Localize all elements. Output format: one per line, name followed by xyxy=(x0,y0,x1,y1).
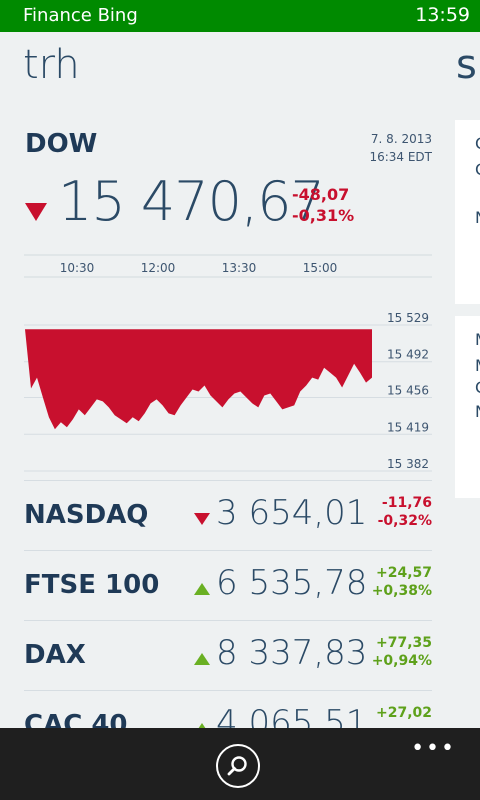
index-value: 8 337,83 xyxy=(216,633,368,673)
y-tick-label: 15 529 xyxy=(387,311,429,325)
dow-change-abs: -48,07 xyxy=(292,185,350,204)
pivot-title[interactable]: trh xyxy=(23,42,80,88)
dow-date: 7. 8. 2013 xyxy=(370,132,432,146)
price-area xyxy=(25,329,372,430)
dow-change: -48,07 -0,31% xyxy=(292,184,354,226)
index-change: -11,76 -0,32% xyxy=(378,494,432,530)
index-row-nasdaq[interactable]: NASDAQ 3 654,01 -11,76 -0,32% xyxy=(24,480,432,551)
search-icon xyxy=(227,756,247,776)
index-name: FTSE 100 xyxy=(24,570,160,600)
app-bar: ••• xyxy=(0,728,480,800)
index-row-dax[interactable]: DAX 8 337,83 +77,35 +0,94% xyxy=(24,620,432,691)
side-card-peek[interactable]: M M C N xyxy=(455,316,480,498)
index-change-pct: +0,94% xyxy=(371,653,432,669)
dow-time: 16:34 EDT xyxy=(369,150,432,164)
x-tick-label: 12:00 xyxy=(141,261,176,275)
index-name: DAX xyxy=(24,640,86,670)
index-change-abs: +24,57 xyxy=(375,565,432,581)
status-bar: Finance Bing 13:59 xyxy=(0,0,480,32)
index-change: +27,02 xyxy=(376,704,432,722)
dow-name[interactable]: DOW xyxy=(25,129,98,159)
index-value: 3 654,01 xyxy=(216,493,368,533)
side-card-text: M xyxy=(475,356,480,375)
side-card-text: C xyxy=(475,160,480,179)
down-arrow-icon xyxy=(194,513,210,525)
y-tick-label: 15 419 xyxy=(387,420,429,434)
side-card-text: N xyxy=(475,402,480,421)
index-change-abs: +27,02 xyxy=(375,705,432,721)
dow-timestamp: 7. 8. 2013 16:34 EDT xyxy=(369,130,432,166)
index-change-abs: -11,76 xyxy=(381,495,432,511)
y-tick-label: 15 382 xyxy=(387,457,429,471)
up-arrow-icon xyxy=(194,583,210,595)
dow-change-pct: -0,31% xyxy=(292,206,355,225)
x-tick-label: 15:00 xyxy=(303,261,338,275)
x-tick-label: 13:30 xyxy=(222,261,257,275)
search-button[interactable] xyxy=(216,744,260,788)
y-tick-label: 15 492 xyxy=(387,348,429,362)
side-card-text: C xyxy=(475,378,480,397)
side-card-text: N xyxy=(475,208,480,227)
dow-value: 15 470,67 xyxy=(58,170,325,233)
y-tick-label: 15 456 xyxy=(387,384,429,398)
status-app-name: Finance Bing xyxy=(23,5,138,26)
down-arrow-icon xyxy=(25,203,47,221)
side-card-text: C xyxy=(475,134,480,153)
pivot-next-title[interactable]: sl xyxy=(456,42,480,88)
up-arrow-icon xyxy=(194,653,210,665)
more-options-button[interactable]: ••• xyxy=(411,736,456,761)
side-card-peek[interactable]: C C N xyxy=(455,120,480,304)
index-name: NASDAQ xyxy=(24,500,149,530)
index-change-pct: +0,38% xyxy=(371,583,432,599)
index-change: +77,35 +0,94% xyxy=(372,634,432,670)
x-tick-label: 10:30 xyxy=(60,261,95,275)
index-change: +24,57 +0,38% xyxy=(372,564,432,600)
status-time: 13:59 xyxy=(415,4,470,26)
index-change-abs: +77,35 xyxy=(375,635,432,651)
dow-intraday-chart[interactable]: 10:30 12:00 13:30 15:00 15 529 15 492 15 456 15… xyxy=(0,250,480,480)
index-change-pct: -0,32% xyxy=(377,513,432,529)
index-value: 6 535,78 xyxy=(216,563,368,603)
index-row-ftse[interactable]: FTSE 100 6 535,78 +24,57 +0,38% xyxy=(24,550,432,621)
side-card-text: M xyxy=(475,330,480,349)
